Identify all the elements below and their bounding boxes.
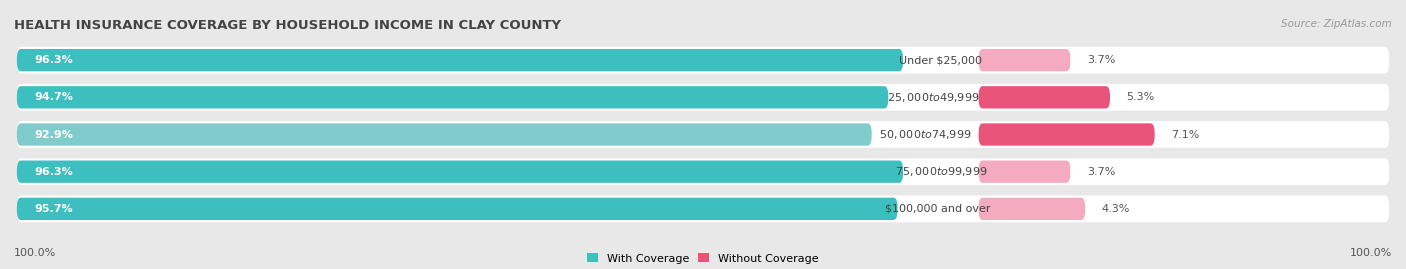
Text: 7.1%: 7.1% bbox=[1171, 129, 1199, 140]
FancyBboxPatch shape bbox=[17, 161, 903, 183]
FancyBboxPatch shape bbox=[979, 161, 1070, 183]
Text: Source: ZipAtlas.com: Source: ZipAtlas.com bbox=[1281, 19, 1392, 29]
FancyBboxPatch shape bbox=[17, 123, 872, 146]
FancyBboxPatch shape bbox=[17, 198, 897, 220]
Text: $100,000 and over: $100,000 and over bbox=[886, 204, 991, 214]
FancyBboxPatch shape bbox=[979, 86, 1109, 108]
FancyBboxPatch shape bbox=[17, 47, 1389, 73]
Text: HEALTH INSURANCE COVERAGE BY HOUSEHOLD INCOME IN CLAY COUNTY: HEALTH INSURANCE COVERAGE BY HOUSEHOLD I… bbox=[14, 19, 561, 32]
FancyBboxPatch shape bbox=[17, 84, 1389, 111]
FancyBboxPatch shape bbox=[17, 121, 1389, 148]
FancyBboxPatch shape bbox=[979, 49, 1070, 71]
FancyBboxPatch shape bbox=[979, 123, 1154, 146]
Text: 96.3%: 96.3% bbox=[35, 55, 73, 65]
FancyBboxPatch shape bbox=[17, 158, 1389, 185]
Text: $75,000 to $99,999: $75,000 to $99,999 bbox=[894, 165, 987, 178]
FancyBboxPatch shape bbox=[17, 49, 903, 71]
FancyBboxPatch shape bbox=[979, 198, 1085, 220]
Text: 94.7%: 94.7% bbox=[35, 92, 73, 102]
Text: 4.3%: 4.3% bbox=[1102, 204, 1130, 214]
Text: 100.0%: 100.0% bbox=[14, 248, 56, 258]
FancyBboxPatch shape bbox=[17, 86, 889, 108]
Text: 5.3%: 5.3% bbox=[1126, 92, 1154, 102]
Text: 96.3%: 96.3% bbox=[35, 167, 73, 177]
Text: 3.7%: 3.7% bbox=[1087, 167, 1115, 177]
Legend: With Coverage, Without Coverage: With Coverage, Without Coverage bbox=[582, 249, 824, 268]
FancyBboxPatch shape bbox=[17, 196, 1389, 222]
Text: 92.9%: 92.9% bbox=[35, 129, 73, 140]
Text: 100.0%: 100.0% bbox=[1350, 248, 1392, 258]
Text: $25,000 to $49,999: $25,000 to $49,999 bbox=[887, 91, 980, 104]
Text: 3.7%: 3.7% bbox=[1087, 55, 1115, 65]
Text: Under $25,000: Under $25,000 bbox=[900, 55, 983, 65]
Text: 95.7%: 95.7% bbox=[35, 204, 73, 214]
Text: $50,000 to $74,999: $50,000 to $74,999 bbox=[879, 128, 972, 141]
